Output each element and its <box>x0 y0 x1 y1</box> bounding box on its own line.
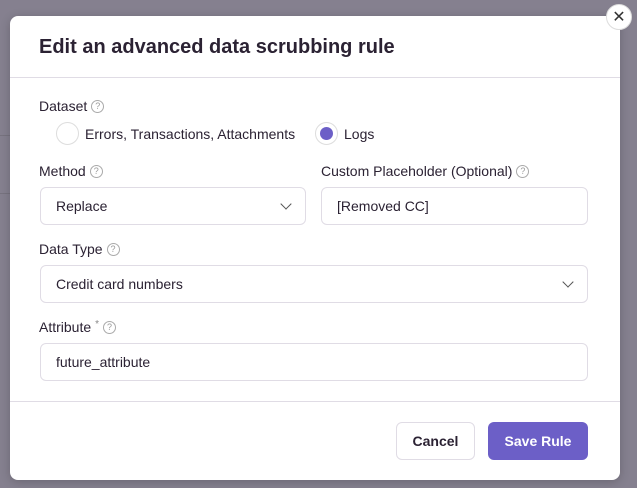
footer-divider <box>10 401 620 402</box>
attribute-label: Attribute *? <box>39 318 117 335</box>
dataset-label: Dataset? <box>39 98 105 114</box>
method-label-text: Method <box>39 163 86 179</box>
close-icon[interactable]: ✕ <box>606 4 632 30</box>
placeholder-label: Custom Placeholder (Optional)? <box>321 163 530 179</box>
placeholder-label-text: Custom Placeholder (Optional) <box>321 163 513 179</box>
data-type-value: Credit card numbers <box>56 276 183 292</box>
data-type-label: Data Type? <box>39 241 120 257</box>
modal-title: Edit an advanced data scrubbing rule <box>39 36 395 58</box>
method-label: Method? <box>39 163 103 179</box>
method-select[interactable]: Replace <box>40 187 306 225</box>
help-icon[interactable]: ? <box>91 99 105 113</box>
chevron-down-icon <box>562 276 574 288</box>
header-divider <box>10 77 620 78</box>
dataset-label-text: Dataset <box>39 98 88 114</box>
cancel-button[interactable]: Cancel <box>396 422 475 460</box>
help-icon[interactable]: ? <box>516 164 530 178</box>
radio-logs[interactable]: Logs <box>315 122 374 145</box>
attribute-label-text: Attribute <box>39 319 92 335</box>
radio-checked-icon[interactable] <box>315 122 338 145</box>
data-type-select[interactable]: Credit card numbers <box>40 265 588 303</box>
data-type-label-text: Data Type <box>39 241 103 257</box>
attribute-input[interactable]: future_attribute <box>40 343 588 381</box>
attribute-value: future_attribute <box>56 354 151 370</box>
custom-placeholder-input[interactable]: [Removed CC] <box>321 187 588 225</box>
radio-errors-transactions-attachments[interactable]: Errors, Transactions, Attachments <box>56 122 295 145</box>
help-icon[interactable]: ? <box>89 164 103 178</box>
radio-unchecked-icon[interactable] <box>56 122 79 145</box>
help-icon[interactable]: ? <box>106 242 120 256</box>
required-mark: * <box>95 318 100 330</box>
save-rule-button[interactable]: Save Rule <box>488 422 588 460</box>
background-divider <box>0 193 10 194</box>
help-icon[interactable]: ? <box>103 320 117 334</box>
radio-label: Errors, Transactions, Attachments <box>85 125 296 142</box>
radio-label: Logs <box>344 125 375 142</box>
background-divider <box>0 135 10 136</box>
placeholder-value: [Removed CC] <box>337 198 429 214</box>
edit-rule-modal: Edit an advanced data scrubbing rule Dat… <box>10 16 620 480</box>
chevron-down-icon <box>280 198 292 210</box>
method-value: Replace <box>56 198 108 214</box>
